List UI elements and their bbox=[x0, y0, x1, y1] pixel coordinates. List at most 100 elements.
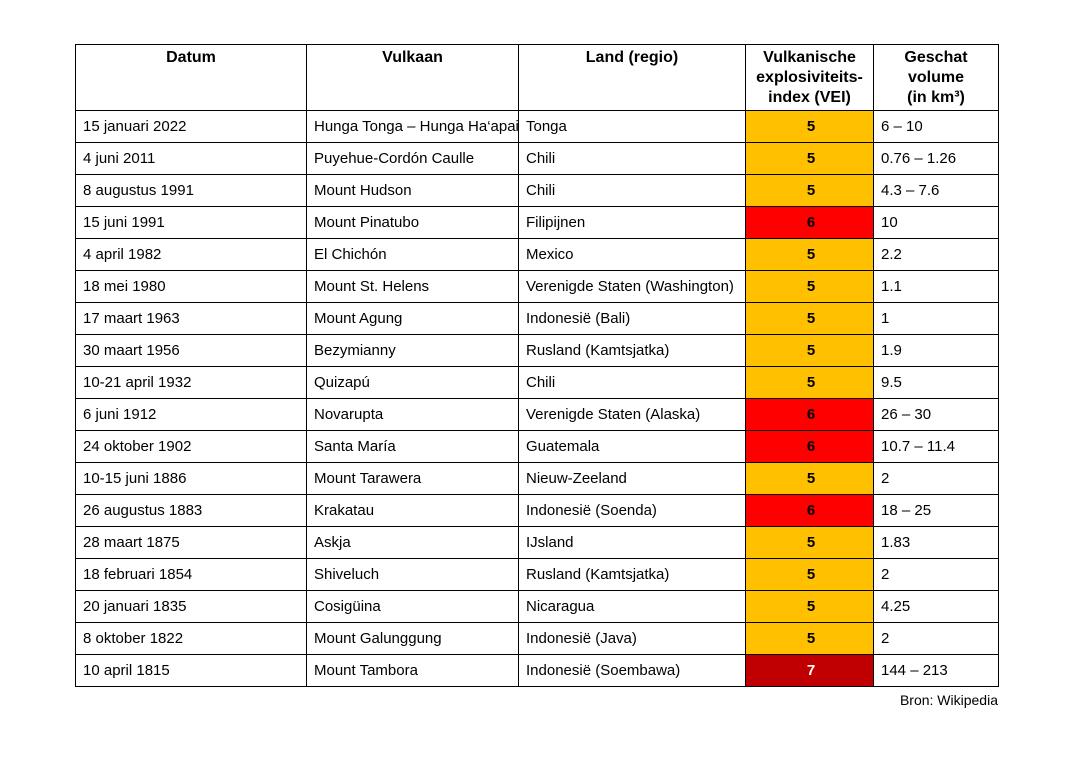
land-cell: Tonga bbox=[518, 110, 746, 143]
land-cell: Indonesië (Bali) bbox=[518, 302, 746, 335]
table-row: 15 januari 2022 Hunga Tonga – Hunga Ha‘ap… bbox=[75, 110, 999, 143]
vei-cell: 7 bbox=[745, 654, 874, 687]
land-cell: Verenigde Staten (Alaska) bbox=[518, 398, 746, 431]
vei-cell: 5 bbox=[745, 302, 874, 335]
volume-cell: 0.76 – 1.26 bbox=[873, 142, 999, 175]
land-cell: Chili bbox=[518, 366, 746, 399]
vulkaan-cell: Askja bbox=[306, 526, 519, 559]
vei-cell: 5 bbox=[745, 142, 874, 175]
volume-cell: 1.9 bbox=[873, 334, 999, 367]
col-header-datum: Datum bbox=[75, 44, 307, 111]
eruptions-table-container: Datum Vulkaan Land (regio) Vulkanische e… bbox=[75, 44, 999, 687]
datum-cell: 10 april 1815 bbox=[75, 654, 307, 687]
table-row: 15 juni 1991 Mount Pinatubo Filipijnen 6 10 bbox=[75, 206, 999, 239]
col-header-vei: Vulkanische explosiviteits- index (VEI) bbox=[745, 44, 874, 111]
volume-cell: 1.83 bbox=[873, 526, 999, 559]
volume-cell: 2 bbox=[873, 622, 999, 655]
datum-cell: 10-15 juni 1886 bbox=[75, 462, 307, 495]
datum-cell: 4 juni 2011 bbox=[75, 142, 307, 175]
datum-cell: 28 maart 1875 bbox=[75, 526, 307, 559]
volume-cell: 26 – 30 bbox=[873, 398, 999, 431]
col-header-vulkaan: Vulkaan bbox=[306, 44, 519, 111]
vulkaan-cell: Shiveluch bbox=[306, 558, 519, 591]
volume-cell: 18 – 25 bbox=[873, 494, 999, 527]
vei-cell: 5 bbox=[745, 238, 874, 271]
vulkaan-cell: Santa María bbox=[306, 430, 519, 463]
land-cell: Rusland (Kamtsjatka) bbox=[518, 558, 746, 591]
table-row: 4 juni 2011 Puyehue-Cordón Caulle Chili 5 0.… bbox=[75, 142, 999, 175]
vei-cell: 6 bbox=[745, 206, 874, 239]
volume-cell: 10.7 – 11.4 bbox=[873, 430, 999, 463]
table-row: 30 maart 1956 Bezymianny Rusland (Kamtsjat… bbox=[75, 334, 999, 367]
datum-cell: 17 maart 1963 bbox=[75, 302, 307, 335]
land-cell: Indonesië (Soembawa) bbox=[518, 654, 746, 687]
datum-cell: 30 maart 1956 bbox=[75, 334, 307, 367]
vei-cell: 5 bbox=[745, 366, 874, 399]
vei-cell: 5 bbox=[745, 558, 874, 591]
vei-cell: 5 bbox=[745, 526, 874, 559]
datum-cell: 15 juni 1991 bbox=[75, 206, 307, 239]
eruptions-table: Datum Vulkaan Land (regio) Vulkanische e… bbox=[75, 44, 999, 687]
table-row: 8 augustus 1991 Mount Hudson Chili 5 4.3 – 7… bbox=[75, 174, 999, 207]
table-row: 10-21 april 1932 Quizapú Chili 5 9.5 bbox=[75, 366, 999, 399]
vulkaan-cell: Mount Pinatubo bbox=[306, 206, 519, 239]
table-row: 18 mei 1980 Mount St. Helens Verenigde Sta… bbox=[75, 270, 999, 303]
land-cell: Guatemala bbox=[518, 430, 746, 463]
col-header-land: Land (regio) bbox=[518, 44, 746, 111]
datum-cell: 20 januari 1835 bbox=[75, 590, 307, 623]
table-row: 28 maart 1875 Askja IJsland 5 1.83 bbox=[75, 526, 999, 559]
table-row: 24 oktober 1902 Santa María Guatemala 6 10.7… bbox=[75, 430, 999, 463]
vei-cell: 5 bbox=[745, 110, 874, 143]
vei-cell: 5 bbox=[745, 334, 874, 367]
land-cell: Verenigde Staten (Washington) bbox=[518, 270, 746, 303]
datum-cell: 15 januari 2022 bbox=[75, 110, 307, 143]
vei-cell: 5 bbox=[745, 590, 874, 623]
vei-cell: 5 bbox=[745, 622, 874, 655]
volume-cell: 4.25 bbox=[873, 590, 999, 623]
vei-cell: 6 bbox=[745, 494, 874, 527]
table-row: 8 oktober 1822 Mount Galunggung Indonesië … bbox=[75, 622, 999, 655]
datum-cell: 4 april 1982 bbox=[75, 238, 307, 271]
vulkaan-cell: Mount Hudson bbox=[306, 174, 519, 207]
vulkaan-cell: Puyehue-Cordón Caulle bbox=[306, 142, 519, 175]
col-header-volume: Geschat volume (in km³) bbox=[873, 44, 999, 111]
table-body: 15 januari 2022 Hunga Tonga – Hunga Ha‘ap… bbox=[75, 110, 999, 687]
volume-cell: 1 bbox=[873, 302, 999, 335]
table-row: 17 maart 1963 Mount Agung Indonesië (Bali)… bbox=[75, 302, 999, 335]
volume-cell: 2 bbox=[873, 462, 999, 495]
land-cell: Indonesië (Soenda) bbox=[518, 494, 746, 527]
vulkaan-cell: Cosigüina bbox=[306, 590, 519, 623]
vulkaan-cell: Mount Tarawera bbox=[306, 462, 519, 495]
datum-cell: 18 februari 1854 bbox=[75, 558, 307, 591]
table-row: 4 april 1982 El Chichón Mexico 5 2.2 bbox=[75, 238, 999, 271]
volume-cell: 4.3 – 7.6 bbox=[873, 174, 999, 207]
land-cell: Chili bbox=[518, 142, 746, 175]
table-row: 18 februari 1854 Shiveluch Rusland (Kamtsj… bbox=[75, 558, 999, 591]
volume-cell: 6 – 10 bbox=[873, 110, 999, 143]
vei-cell: 5 bbox=[745, 174, 874, 207]
datum-cell: 24 oktober 1902 bbox=[75, 430, 307, 463]
datum-cell: 26 augustus 1883 bbox=[75, 494, 307, 527]
vulkaan-cell: Mount St. Helens bbox=[306, 270, 519, 303]
table-row: 20 januari 1835 Cosigüina Nicaragua 5 4.25 bbox=[75, 590, 999, 623]
table-header: Datum Vulkaan Land (regio) Vulkanische e… bbox=[75, 44, 999, 111]
table-row: 26 augustus 1883 Krakatau Indonesië (Soend… bbox=[75, 494, 999, 527]
vei-cell: 6 bbox=[745, 430, 874, 463]
datum-cell: 18 mei 1980 bbox=[75, 270, 307, 303]
vulkaan-cell: Hunga Tonga – Hunga Ha‘apai bbox=[306, 110, 519, 143]
land-cell: Nieuw-Zeeland bbox=[518, 462, 746, 495]
datum-cell: 10-21 april 1932 bbox=[75, 366, 307, 399]
table-row: 10 april 1815 Mount Tambora Indonesië (Soe… bbox=[75, 654, 999, 687]
land-cell: Mexico bbox=[518, 238, 746, 271]
land-cell: IJsland bbox=[518, 526, 746, 559]
header-row: Datum Vulkaan Land (regio) Vulkanische e… bbox=[75, 44, 999, 111]
table-row: 6 juni 1912 Novarupta Verenigde Staten (Al… bbox=[75, 398, 999, 431]
volume-cell: 2 bbox=[873, 558, 999, 591]
datum-cell: 8 augustus 1991 bbox=[75, 174, 307, 207]
vulkaan-cell: Novarupta bbox=[306, 398, 519, 431]
land-cell: Rusland (Kamtsjatka) bbox=[518, 334, 746, 367]
vulkaan-cell: Mount Galunggung bbox=[306, 622, 519, 655]
volume-cell: 144 – 213 bbox=[873, 654, 999, 687]
vulkaan-cell: Mount Agung bbox=[306, 302, 519, 335]
